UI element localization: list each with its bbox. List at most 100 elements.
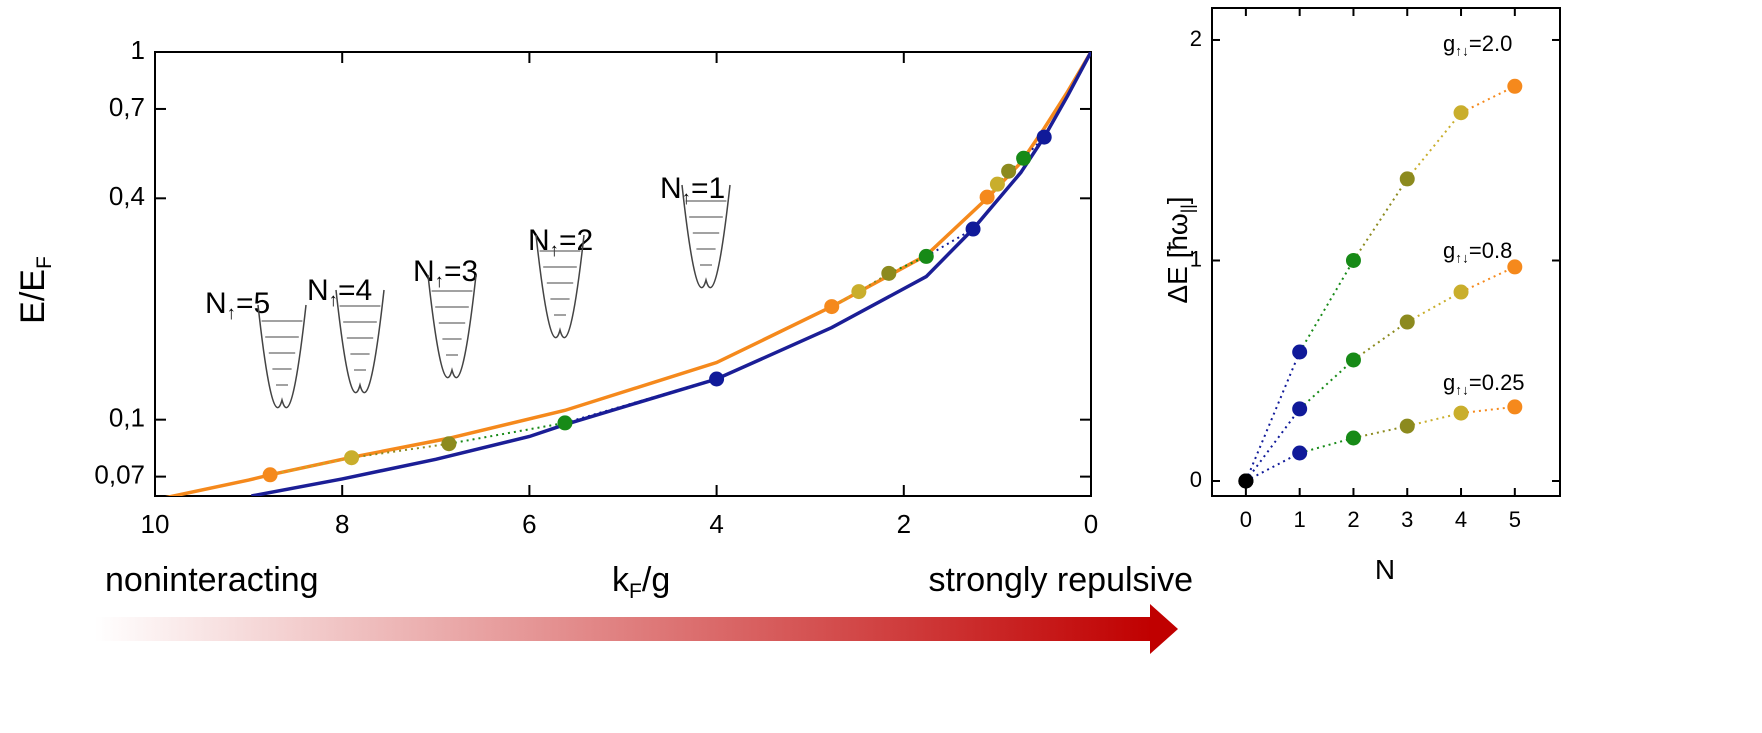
curve: [251, 52, 1091, 496]
x-tick-label: 10: [141, 509, 170, 539]
x-tick-label: 4: [1455, 507, 1467, 532]
point: [824, 299, 840, 315]
annotation: N↑=5: [205, 287, 270, 323]
x-axis-label-part: N: [1375, 554, 1395, 585]
x-tick-label: 1: [1294, 507, 1306, 532]
point: [979, 189, 995, 205]
point: [1016, 150, 1032, 166]
series-label-part: =0.8: [1469, 238, 1512, 263]
gradient-arrow-head: [1150, 604, 1178, 654]
point: [851, 284, 867, 300]
point: [709, 371, 725, 387]
point: [1507, 259, 1523, 275]
y-axis-label: E/EF: [14, 256, 56, 324]
point: [1292, 445, 1308, 461]
y-axis-label-part: ]: [1162, 196, 1193, 204]
point: [1238, 473, 1254, 489]
connector: [1460, 405, 1515, 415]
point: [1399, 171, 1415, 187]
annotation-part: N: [205, 287, 227, 320]
well-icon: [681, 184, 731, 289]
connector: [1407, 412, 1462, 428]
well-icon: [335, 289, 385, 394]
plot-frame: [1211, 7, 1561, 497]
x-axis-label-part: k: [612, 561, 630, 599]
series-label-part: ↑↓: [1455, 250, 1469, 265]
footer-right: strongly repulsive: [928, 561, 1193, 599]
series-label: g↑↓=2.0: [1443, 31, 1512, 58]
x-tick-label: 6: [522, 509, 536, 539]
x-axis-label-part: /g: [642, 561, 670, 599]
y-axis-label-part: F: [33, 256, 56, 269]
annotation-part: N: [660, 172, 682, 205]
connector: [1352, 178, 1409, 262]
y-tick-label: 0,7: [109, 92, 145, 122]
connector: [1353, 425, 1408, 439]
point: [1345, 430, 1361, 446]
point: [344, 450, 360, 466]
y-tick-label: 0,1: [109, 403, 145, 433]
point: [1399, 314, 1415, 330]
x-tick-label: 3: [1401, 507, 1413, 532]
point: [918, 248, 934, 264]
connector: [1298, 259, 1355, 353]
point: [1001, 163, 1017, 179]
series-label-part: g: [1443, 370, 1455, 395]
point: [1036, 129, 1052, 145]
annotation-part: N: [528, 224, 550, 257]
annotation: N↑=4: [307, 274, 372, 310]
connector: [448, 421, 566, 445]
connector: [1299, 437, 1354, 454]
connector: [269, 456, 352, 476]
y-axis-label-part: ||: [1177, 204, 1197, 213]
series-label-part: =0.25: [1469, 370, 1525, 395]
point: [1292, 344, 1308, 360]
point: [965, 221, 981, 237]
point: [1507, 78, 1523, 94]
series-label: g↑↓=0.8: [1443, 238, 1512, 265]
well-icon: [427, 274, 477, 379]
point: [441, 436, 457, 452]
annotation-part: ↑: [329, 289, 338, 310]
y-tick-label: 1: [131, 35, 145, 65]
connector: [1352, 321, 1408, 361]
annotation-part: =5: [236, 287, 270, 320]
y-axis-label: ΔE [ħω||]: [1162, 196, 1197, 303]
connector: [1406, 112, 1462, 180]
annotation-part: ↑: [550, 239, 559, 260]
y-axis-label-part: E/E: [14, 269, 52, 324]
annotation: N↑=1: [660, 172, 725, 208]
point: [557, 415, 573, 431]
y-tick-label: 0,4: [109, 181, 145, 211]
annotation-part: =4: [338, 274, 372, 307]
point: [1507, 399, 1523, 415]
series-label: g↑↓=0.25: [1443, 370, 1525, 397]
annotation-part: =2: [559, 224, 593, 257]
curve: [165, 52, 1091, 496]
annotation: N↑=3: [413, 255, 478, 291]
footer-left: noninteracting: [105, 561, 319, 599]
annotation-part: =1: [691, 172, 725, 205]
point: [1345, 352, 1361, 368]
y-tick-label: 0,07: [94, 459, 145, 489]
point: [262, 467, 278, 483]
annotation-part: N: [413, 255, 435, 288]
x-tick-label: 8: [335, 509, 349, 539]
x-axis-label: kF/g: [612, 561, 670, 603]
series-label-part: g: [1443, 238, 1455, 263]
point: [1453, 405, 1469, 421]
y-axis-label-part: ΔE [ħω: [1162, 213, 1193, 303]
x-axis-label: N: [1375, 554, 1395, 585]
x-tick-label: 5: [1509, 507, 1521, 532]
point: [1399, 418, 1415, 434]
connector: [1244, 351, 1301, 482]
point: [989, 176, 1005, 192]
series-label-part: =2.0: [1469, 31, 1512, 56]
point: [1292, 401, 1308, 417]
x-tick-label: 0: [1240, 507, 1252, 532]
connector: [1406, 291, 1462, 323]
connector: [1298, 359, 1355, 410]
point: [1453, 284, 1469, 300]
y-tick-label: 1: [1190, 246, 1202, 271]
